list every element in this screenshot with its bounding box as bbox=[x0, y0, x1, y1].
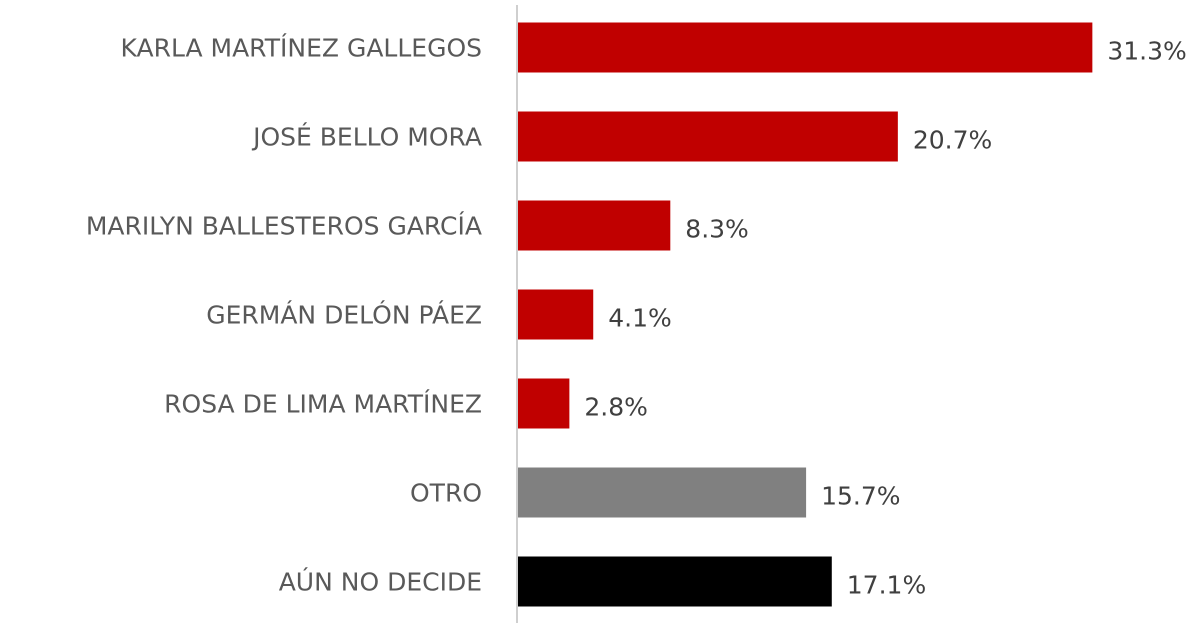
value-label: 8.3% bbox=[685, 215, 749, 244]
bar bbox=[518, 556, 832, 607]
bar bbox=[518, 378, 570, 429]
category-label: JOSÉ BELLO MORA bbox=[251, 123, 482, 152]
value-label: 20.7% bbox=[913, 126, 992, 155]
bar bbox=[518, 289, 594, 340]
bar bbox=[518, 200, 671, 251]
value-label: 31.3% bbox=[1107, 37, 1186, 66]
bar bbox=[518, 111, 898, 162]
category-label: MARILYN BALLESTEROS GARCÍA bbox=[86, 212, 482, 241]
value-label: 15.7% bbox=[821, 482, 900, 511]
category-label: AÚN NO DECIDE bbox=[279, 567, 482, 597]
value-label: 17.1% bbox=[847, 571, 926, 600]
value-label: 2.8% bbox=[584, 393, 648, 422]
category-label: ROSA DE LIMA MARTÍNEZ bbox=[164, 390, 482, 419]
value-label: 4.1% bbox=[608, 304, 672, 333]
bar bbox=[518, 467, 807, 518]
category-label: OTRO bbox=[410, 479, 482, 508]
bar bbox=[518, 22, 1093, 73]
category-label: KARLA MARTÍNEZ GALLEGOS bbox=[121, 34, 482, 63]
category-label: GERMÁN DELÓN PÁEZ bbox=[206, 300, 482, 330]
